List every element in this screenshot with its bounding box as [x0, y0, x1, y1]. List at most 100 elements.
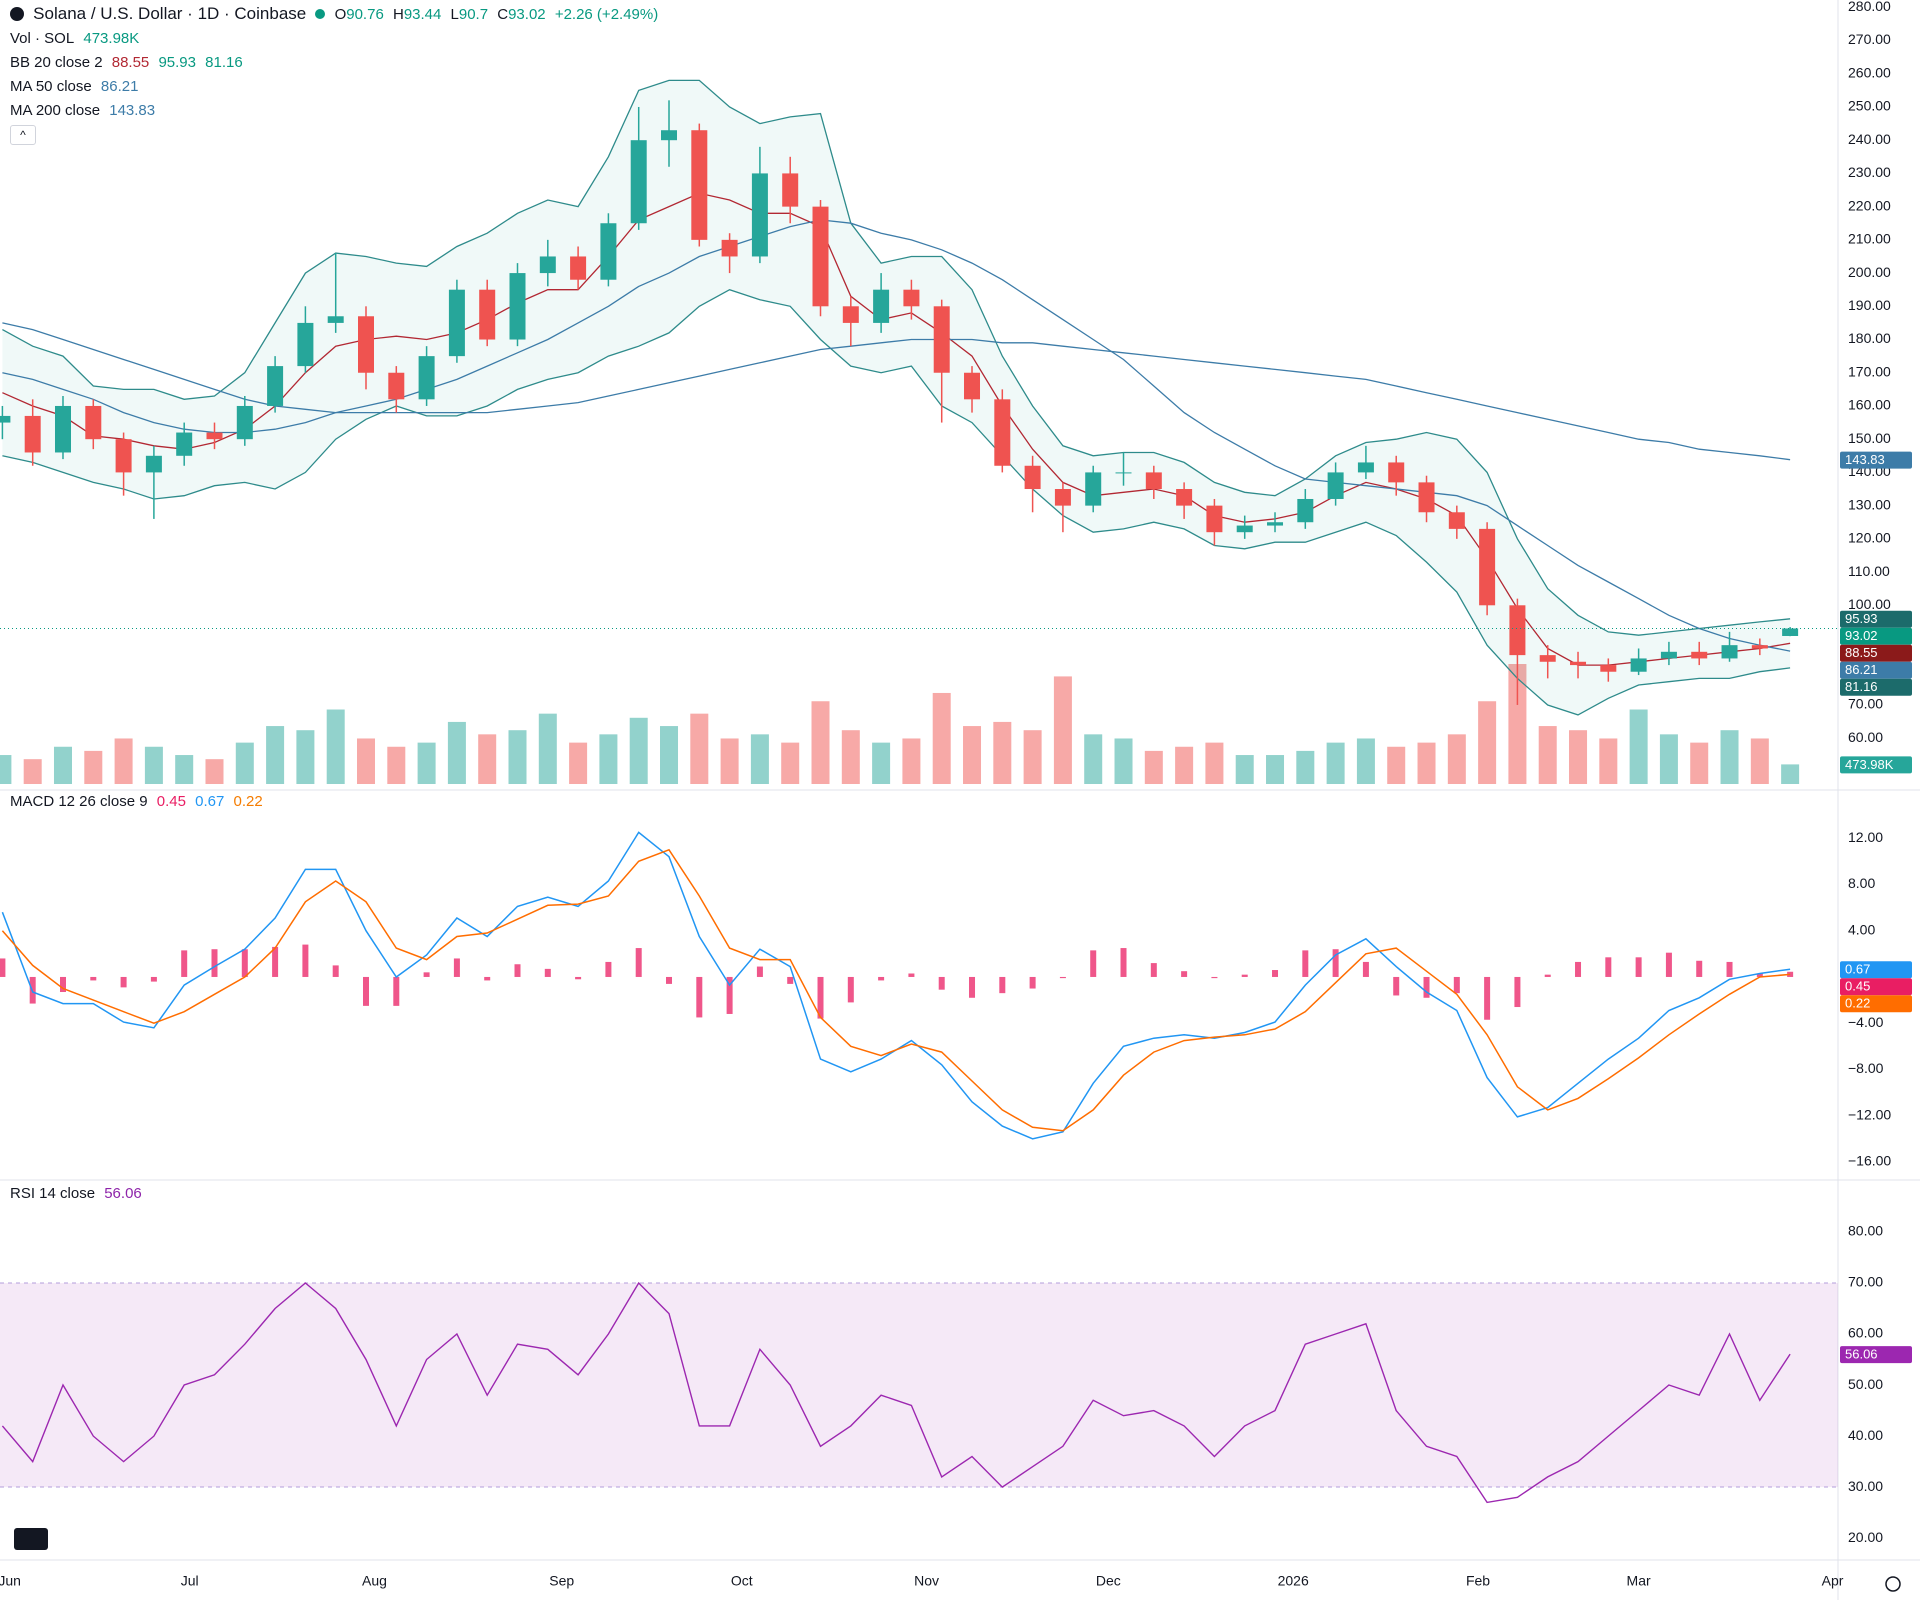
indicator-name[interactable]: MA 50 close	[10, 78, 92, 95]
candle-body	[994, 399, 1011, 466]
macd-histogram-bar	[90, 976, 97, 981]
macd-histogram-bar	[1302, 950, 1309, 977]
candle-body	[1782, 628, 1799, 636]
candle-body	[1751, 645, 1768, 649]
volume	[0, 664, 1800, 784]
indicator-value: 0.67	[195, 793, 225, 810]
volume-bar	[781, 742, 800, 784]
volume-bar	[1599, 738, 1618, 784]
price-tag-label: 86.21	[1845, 662, 1878, 677]
bb-row: BB 20 close 2 88.55 95.93 81.16	[10, 53, 663, 73]
candle-body	[539, 256, 556, 274]
volume-bar	[1508, 664, 1527, 784]
status-dot	[315, 9, 326, 19]
symbol-row: Solana / U.S. Dollar · 1D · Coinbase O90…	[10, 4, 663, 25]
bb-upper	[2, 79, 1791, 636]
macd-histogram-bar	[272, 946, 279, 977]
macd-histogram-bar	[1544, 974, 1551, 977]
volume-bar	[1356, 738, 1375, 784]
price-tag	[1840, 678, 1912, 696]
collapse-button[interactable]: ^	[10, 125, 36, 145]
price-tag-label: 0.67	[1845, 962, 1870, 977]
y-tick-label: 240.00	[1848, 131, 1891, 147]
macd-histogram-bar	[787, 976, 794, 984]
price-tag-label: 56.06	[1845, 1347, 1878, 1362]
macd-histogram-bar	[0, 958, 6, 977]
candle-body	[782, 173, 799, 207]
volume-bar	[1417, 742, 1436, 784]
volume-bar	[569, 742, 588, 784]
volume-bar	[629, 717, 648, 784]
candle-body	[388, 372, 405, 400]
ohlc-value: 93.44	[403, 6, 442, 23]
macd-histogram-bar	[635, 948, 642, 977]
x-tick-label: Mar	[1627, 1573, 1651, 1589]
volume-bar	[1387, 746, 1406, 784]
bb-fill	[2, 80, 1791, 715]
volume-bar	[1569, 730, 1588, 784]
y-tick-label: 200.00	[1848, 264, 1891, 280]
y-tick-label: 8.00	[1848, 875, 1875, 891]
macd-histogram-bar	[120, 976, 127, 988]
settings-icon[interactable]	[1885, 1576, 1901, 1592]
macd-histogram-bar	[453, 958, 460, 977]
candle-body	[85, 405, 102, 440]
macd-histogram-bar	[302, 944, 309, 977]
rsi-legend: RSI 14 close 56.06	[10, 1184, 147, 1204]
volume-bar	[720, 738, 739, 784]
volume-bar	[660, 726, 679, 784]
volume-bar	[1629, 709, 1648, 784]
y-tick-label: 190.00	[1848, 297, 1891, 313]
overlay	[2, 322, 1791, 461]
ohlc-label: O	[334, 6, 347, 23]
tv-logo	[14, 1528, 48, 1550]
volume-bar	[599, 734, 618, 784]
macd-histogram-bar	[999, 976, 1006, 994]
candle-body	[721, 239, 738, 257]
y-tick-label: 40.00	[1848, 1427, 1883, 1443]
y-tick-label: 130.00	[1848, 496, 1891, 512]
indicator-name[interactable]: MACD 12 26 close 9	[10, 793, 148, 810]
macd-histogram-bar	[211, 949, 218, 977]
volume-bar	[1053, 676, 1072, 784]
macd-histogram-bar	[1635, 957, 1642, 977]
volume-row: Vol · SOL 473.98K	[10, 29, 663, 49]
macd-histogram-bar	[181, 950, 188, 977]
price-tag	[1840, 961, 1912, 979]
volume-bar	[357, 738, 376, 784]
price-legend: Solana / U.S. Dollar · 1D · Coinbase O90…	[10, 4, 663, 145]
indicator-name[interactable]: BB 20 close 2	[10, 54, 103, 71]
candle-body	[1085, 472, 1102, 506]
macd-histogram-bar	[1211, 976, 1218, 979]
volume-bar	[417, 742, 436, 784]
candle-body	[1388, 462, 1405, 483]
indicator-name[interactable]: RSI 14 close	[10, 1185, 96, 1202]
y-tick-label: 280.00	[1848, 0, 1891, 14]
macd-histogram-bar	[1787, 971, 1794, 977]
macd-histogram-bar	[847, 976, 854, 1003]
price-tag	[1840, 995, 1912, 1013]
macd-histogram-bar	[696, 976, 703, 1018]
candle-body	[115, 439, 132, 473]
indicator-name[interactable]: MA 200 close	[10, 102, 101, 119]
volume-bar	[1023, 730, 1042, 784]
rsi-line	[1, 1281, 1791, 1504]
macd	[0, 831, 1794, 1140]
y-tick-label: −12.00	[1848, 1106, 1891, 1122]
candle-body	[1721, 645, 1738, 659]
candle-body	[933, 306, 950, 373]
indicator-name[interactable]: Vol · SOL	[10, 30, 75, 47]
indicator-value: 0.45	[156, 793, 186, 810]
y-tick-label: 80.00	[1848, 1223, 1883, 1239]
y-tick-label: 160.00	[1848, 397, 1891, 413]
volume-bar	[1114, 738, 1133, 784]
macd-histogram-bar	[544, 968, 551, 977]
price-tag-label: 95.93	[1845, 611, 1878, 626]
candle-body	[297, 322, 314, 367]
symbol-title[interactable]: Solana / U.S. Dollar · 1D · Coinbase	[33, 4, 307, 23]
candle-body	[358, 316, 375, 373]
moving-average	[2, 322, 1791, 461]
volume-bar	[205, 759, 224, 784]
macd-histogram-bar	[726, 976, 733, 1014]
